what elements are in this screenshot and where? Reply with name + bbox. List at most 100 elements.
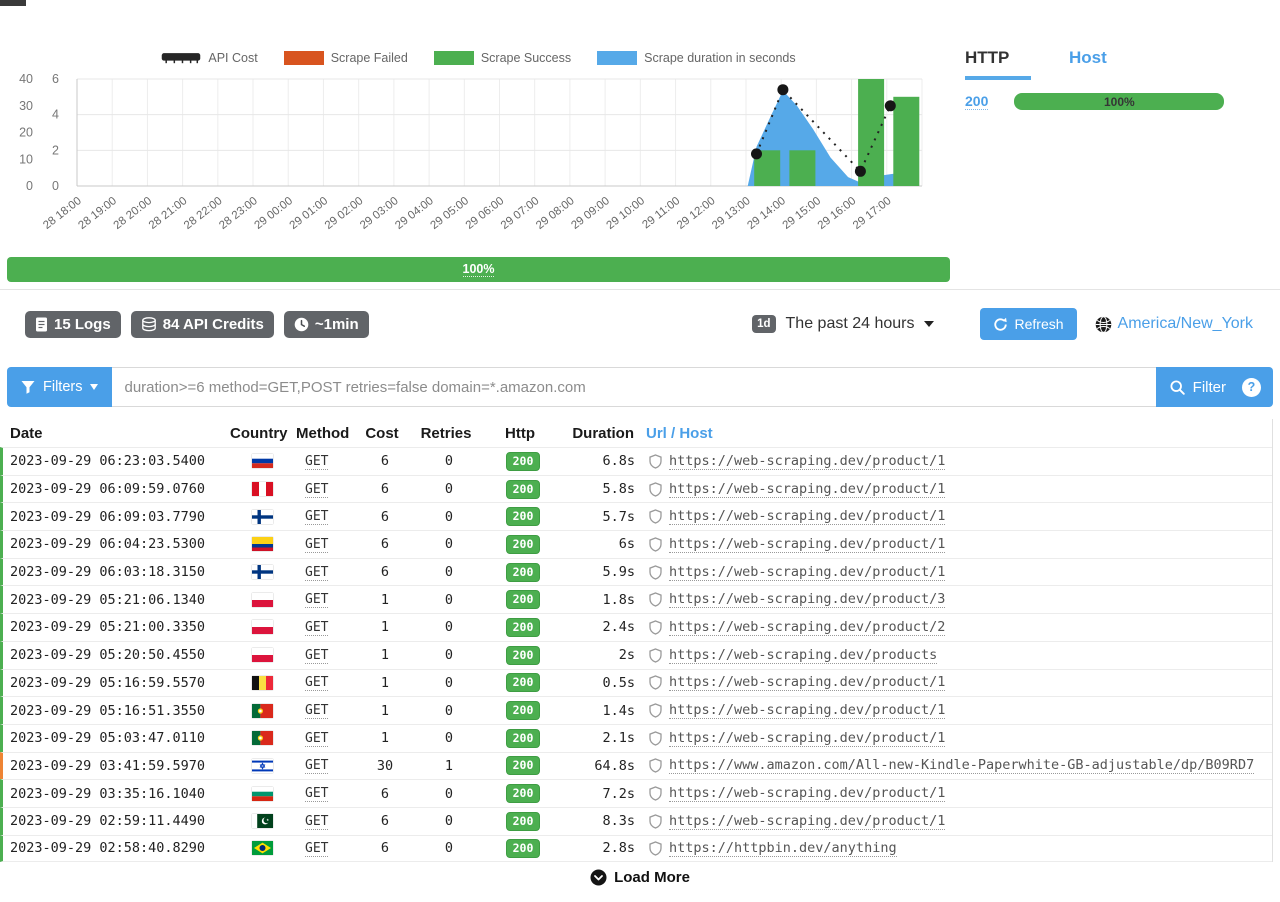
table-row[interactable]: 2023-09-29 05:16:51.3550GET102001.4shttp… xyxy=(0,696,1272,724)
log-cost: 6 xyxy=(357,481,413,497)
log-date: 2023-09-29 03:35:16.1040 xyxy=(3,786,229,802)
log-url-link[interactable]: https://web-scraping.dev/product/1 xyxy=(669,481,945,498)
table-row[interactable]: 2023-09-29 06:04:23.5300GET602006shttps:… xyxy=(0,530,1272,558)
table-row[interactable]: 2023-09-29 03:41:59.5970GET30120064.8sht… xyxy=(0,752,1272,780)
filters-dropdown-button[interactable]: Filters xyxy=(7,367,112,407)
log-method: GET xyxy=(295,731,357,746)
column-header-cost: Cost xyxy=(354,425,410,442)
table-row[interactable]: 2023-09-29 03:35:16.1040GET602007.2shttp… xyxy=(0,779,1272,807)
period-selector[interactable]: The past 24 hours xyxy=(786,315,934,333)
log-retries: 0 xyxy=(413,703,485,719)
table-row[interactable]: 2023-09-29 05:20:50.4550GET102002shttps:… xyxy=(0,641,1272,669)
timezone-link[interactable]: America/New_York xyxy=(1118,315,1253,333)
log-url-link[interactable]: https://httpbin.dev/anything xyxy=(669,840,897,857)
filter-query-input[interactable] xyxy=(112,367,1155,407)
log-url-link[interactable]: https://web-scraping.dev/product/1 xyxy=(669,702,945,719)
table-row[interactable]: 2023-09-29 05:21:00.3350GET102002.4shttp… xyxy=(0,613,1272,641)
chevron-down-icon xyxy=(924,321,934,327)
legend-label: Scrape Failed xyxy=(331,51,408,65)
table-row[interactable]: 2023-09-29 02:58:40.8290GET602002.8shttp… xyxy=(0,835,1272,863)
http-status-badge: 200 xyxy=(506,839,541,858)
log-url-link[interactable]: https://web-scraping.dev/product/1 xyxy=(669,564,945,581)
shield-icon xyxy=(649,648,662,663)
legend-item-scrape-duration-in-seconds[interactable]: Scrape duration in seconds xyxy=(597,51,795,65)
table-row[interactable]: 2023-09-29 02:59:11.4490GET602008.3shttp… xyxy=(0,807,1272,835)
log-url-link[interactable]: https://web-scraping.dev/product/1 xyxy=(669,508,945,525)
log-url-link[interactable]: https://www.amazon.com/All-new-Kindle-Pa… xyxy=(669,757,1254,774)
legend-item-api-cost[interactable]: API Cost xyxy=(161,51,257,65)
svg-text:30: 30 xyxy=(19,99,33,113)
log-date: 2023-09-29 02:59:11.4490 xyxy=(3,813,229,829)
log-url-link[interactable]: https://web-scraping.dev/product/1 xyxy=(669,813,945,830)
table-row[interactable]: 2023-09-29 05:21:06.1340GET102001.8shttp… xyxy=(0,585,1272,613)
refresh-button[interactable]: Refresh xyxy=(980,308,1077,340)
help-icon[interactable]: ? xyxy=(1242,378,1261,397)
legend-item-scrape-failed[interactable]: Scrape Failed xyxy=(284,51,408,65)
log-url-link[interactable]: https://web-scraping.dev/product/1 xyxy=(669,785,945,802)
svg-text:29 00:00: 29 00:00 xyxy=(252,195,295,232)
http-status-badge: 200 xyxy=(506,618,541,637)
http-200-percent-label: 100% xyxy=(1104,95,1135,109)
log-country xyxy=(229,841,295,855)
log-country xyxy=(229,814,295,828)
log-country xyxy=(229,731,295,745)
http-200-link[interactable]: 200 xyxy=(965,93,988,110)
svg-text:29 12:00: 29 12:00 xyxy=(675,195,718,232)
log-url-link[interactable]: https://web-scraping.dev/product/1 xyxy=(669,453,945,470)
log-http: 200 xyxy=(485,618,561,637)
log-retries: 0 xyxy=(413,786,485,802)
section-divider xyxy=(0,289,1280,290)
document-icon xyxy=(35,317,48,332)
log-http: 200 xyxy=(485,535,561,554)
shield-icon xyxy=(649,482,662,497)
log-url-link[interactable]: https://web-scraping.dev/product/1 xyxy=(669,730,945,747)
chart-panel: API Cost Scrape Failed Scrape Success Scrap… xyxy=(7,45,950,282)
log-url-link[interactable]: https://web-scraping.dev/products xyxy=(669,647,937,664)
log-url-link[interactable]: https://web-scraping.dev/product/1 xyxy=(669,536,945,553)
svg-text:0: 0 xyxy=(52,179,59,193)
table-row[interactable]: 2023-09-29 05:03:47.0110GET102002.1shttp… xyxy=(0,724,1272,752)
table-row[interactable]: 2023-09-29 06:09:59.0760GET602005.8shttp… xyxy=(0,475,1272,503)
svg-text:29 07:00: 29 07:00 xyxy=(499,195,542,232)
success-rate-label: 100% xyxy=(463,262,495,277)
flag-russia-icon xyxy=(252,454,273,468)
svg-text:28 21:00: 28 21:00 xyxy=(147,195,190,232)
tab-host[interactable]: Host xyxy=(1069,48,1107,80)
log-url: https://httpbin.dev/anything xyxy=(641,840,1272,857)
tab-http[interactable]: HTTP xyxy=(965,48,1031,80)
column-header-url-host[interactable]: Url / Host xyxy=(638,425,1272,442)
legend-item-scrape-success[interactable]: Scrape Success xyxy=(434,51,571,65)
svg-text:29 06:00: 29 06:00 xyxy=(464,195,507,232)
log-date: 2023-09-29 06:09:03.7790 xyxy=(3,509,229,525)
apply-filter-button[interactable]: Filter ? xyxy=(1156,367,1273,407)
log-date: 2023-09-29 05:20:50.4550 xyxy=(3,647,229,663)
log-url-link[interactable]: https://web-scraping.dev/product/2 xyxy=(669,619,945,636)
log-duration: 5.9s xyxy=(561,564,641,580)
http-status-badge: 200 xyxy=(506,701,541,720)
http-200-percent-bar: 100% xyxy=(1014,93,1224,110)
log-cost: 30 xyxy=(357,758,413,774)
table-row[interactable]: 2023-09-29 06:03:18.3150GET602005.9shttp… xyxy=(0,558,1272,586)
log-url-link[interactable]: https://web-scraping.dev/product/3 xyxy=(669,591,945,608)
log-method: GET xyxy=(295,482,357,497)
log-method: GET xyxy=(295,509,357,524)
load-more-button[interactable]: Load More xyxy=(590,869,690,886)
table-row[interactable]: 2023-09-29 06:09:03.7790GET602005.7shttp… xyxy=(0,502,1272,530)
log-duration: 1.4s xyxy=(561,703,641,719)
shield-icon xyxy=(649,703,662,718)
table-row[interactable]: 2023-09-29 06:23:03.5400GET602006.8shttp… xyxy=(0,447,1272,475)
svg-text:29 16:00: 29 16:00 xyxy=(816,195,859,232)
table-row[interactable]: 2023-09-29 05:16:59.5570GET102000.5shttp… xyxy=(0,669,1272,697)
log-method: GET xyxy=(295,592,357,607)
svg-text:29 14:00: 29 14:00 xyxy=(745,195,788,232)
svg-text:29 17:00: 29 17:00 xyxy=(851,195,894,232)
log-http: 200 xyxy=(485,784,561,803)
log-table: Date Country Method Cost Retries Http Du… xyxy=(0,419,1273,862)
log-url-link[interactable]: https://web-scraping.dev/product/1 xyxy=(669,674,945,691)
log-duration: 2.4s xyxy=(561,619,641,635)
log-duration: 0.5s xyxy=(561,675,641,691)
period-badge: 1d xyxy=(752,315,775,333)
success-rate-bar: 100% xyxy=(7,257,950,282)
log-method: GET xyxy=(295,675,357,690)
log-country xyxy=(229,676,295,690)
